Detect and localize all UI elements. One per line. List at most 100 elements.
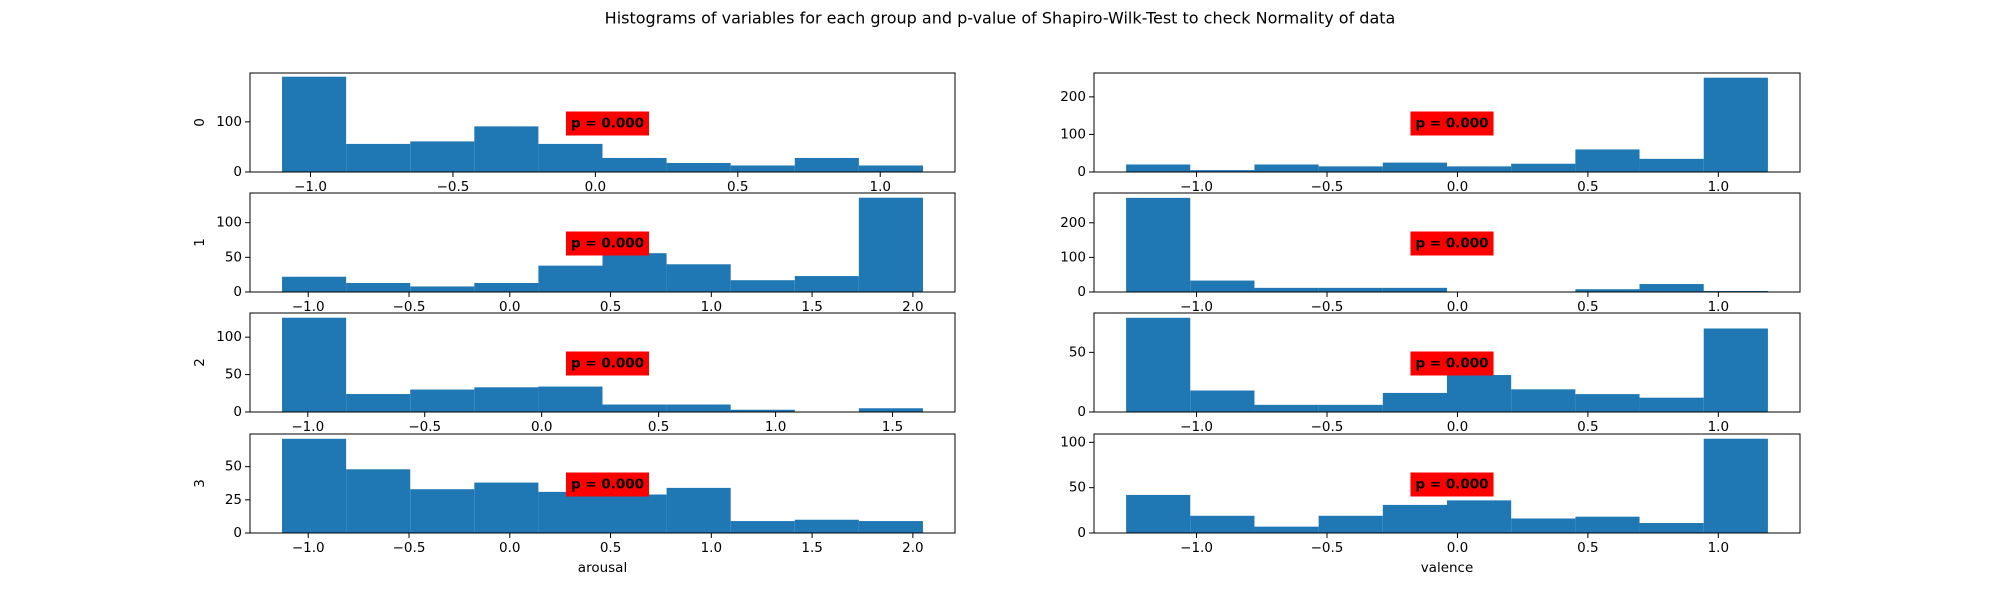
- subplot: −1.0 −0.5 0.0 0.5 1.0 0 50 p = 0.000: [1069, 312, 1801, 435]
- histogram-bar: [1703, 328, 1768, 412]
- x-tick-label: −0.5: [408, 419, 441, 435]
- histogram-bar: [1254, 164, 1319, 172]
- x-tick-label: −1.0: [291, 419, 324, 435]
- y-axis-label: 1: [192, 238, 208, 247]
- x-tick-label: 1.0: [1708, 419, 1729, 435]
- histogram-bar: [1575, 516, 1640, 533]
- x-tick-label: 1.5: [801, 299, 822, 315]
- histogram-bar: [282, 76, 347, 172]
- histogram-bar: [1639, 284, 1704, 292]
- annotation: p = 0.000: [1415, 356, 1488, 372]
- histogram-bar: [1639, 158, 1704, 172]
- x-tick-label: 0.0: [499, 540, 520, 556]
- y-tick-label: 100: [1060, 126, 1086, 142]
- x-tick-label: −1.0: [292, 540, 325, 556]
- subplot: −1.0 −0.5 0.0 0.5 1.0 1.5 0 50 100 2 p = 0.000: [192, 312, 956, 435]
- histogram-bar: [602, 404, 667, 412]
- x-tick-label: 1.0: [1708, 299, 1729, 315]
- histogram-bar: [858, 521, 923, 533]
- histogram-bar: [410, 489, 475, 533]
- histogram-bar: [1190, 170, 1255, 172]
- histogram-bar: [1254, 404, 1319, 412]
- x-tick-label: 0.5: [1577, 299, 1598, 315]
- histogram-bar: [1382, 287, 1447, 292]
- x-tick-label: −0.5: [1311, 540, 1344, 556]
- figure-title: Histograms of variables for each group a…: [605, 9, 1396, 28]
- y-tick-label: 50: [225, 249, 242, 265]
- axes-frame: [1093, 192, 1801, 293]
- y-tick-label: 100: [216, 215, 242, 231]
- subplot: −1.0 −0.5 0.0 0.5 1.0 0 100 200 p = 0.000: [1060, 192, 1801, 315]
- x-tick-label: 0.5: [600, 299, 621, 315]
- x-tick-label: 1.0: [701, 540, 722, 556]
- x-tick-label: 0.0: [499, 299, 520, 315]
- annotation-box: [1410, 111, 1494, 136]
- histogram-bar: [1126, 494, 1191, 533]
- histogram-bar: [474, 126, 539, 172]
- axes-frame: [249, 72, 956, 173]
- histogram-bar: [474, 387, 539, 412]
- histogram-bar: [602, 494, 667, 533]
- histogram-bar: [1639, 397, 1704, 412]
- x-tick-label: −0.5: [1311, 179, 1344, 195]
- histogram-bar: [1511, 389, 1576, 412]
- y-tick-label: 0: [233, 284, 242, 300]
- histogram-bar: [474, 282, 539, 292]
- histogram-bar: [346, 469, 411, 533]
- histogram-bar: [282, 317, 347, 412]
- x-tick-label: 0.5: [727, 179, 748, 195]
- histogram-bar: [1575, 394, 1640, 412]
- annotation: p = 0.000: [571, 477, 644, 493]
- histogram-bar: [1382, 162, 1447, 172]
- annotation-box: [1410, 472, 1494, 497]
- histogram-bar: [730, 409, 795, 412]
- histogram-bar: [1447, 375, 1512, 412]
- y-tick-label: 100: [1060, 249, 1086, 265]
- histogram-bar: [346, 394, 411, 412]
- y-tick-label: 50: [225, 459, 242, 475]
- x-tick-label: 0.0: [1447, 419, 1468, 435]
- x-tick-label: 1.5: [882, 419, 903, 435]
- axes-frame: [249, 312, 956, 413]
- histogram-bar: [1703, 77, 1768, 172]
- histogram-bar: [1447, 166, 1512, 172]
- x-tick-label: 0.0: [1447, 299, 1468, 315]
- x-tick-label: 0.5: [600, 540, 621, 556]
- histogram-bar: [410, 141, 475, 172]
- histogram-bar: [1126, 197, 1191, 292]
- x-tick-label: −0.5: [437, 179, 470, 195]
- histogram-bar: [858, 197, 923, 292]
- histogram-bar: [538, 265, 603, 292]
- x-tick-label: −1.0: [1180, 540, 1213, 556]
- histogram-bar: [666, 487, 731, 533]
- annotation-box: [565, 472, 650, 497]
- histogram-bar: [794, 157, 859, 172]
- histogram-bar: [1447, 500, 1512, 533]
- x-tick-label: 0.5: [1577, 540, 1598, 556]
- annotation-box: [1410, 351, 1494, 376]
- subplot: −1.0 −0.5 0.0 0.5 1.0 0 100 200 p = 0.000: [1060, 72, 1801, 195]
- histogram-bar: [858, 408, 923, 412]
- x-tick-label: 2.0: [902, 540, 923, 556]
- histogram-bar: [602, 253, 667, 292]
- axes-frame: [1093, 433, 1801, 534]
- x-tick-label: −0.5: [1311, 299, 1344, 315]
- y-tick-label: 100: [216, 329, 242, 345]
- histogram-bar: [538, 386, 603, 412]
- histogram-bar: [282, 438, 347, 533]
- y-tick-label: 0: [1077, 284, 1086, 300]
- y-tick-label: 100: [216, 114, 242, 130]
- histogram-bar: [1318, 287, 1383, 292]
- histogram-bar: [858, 165, 923, 172]
- histogram-bar: [282, 276, 347, 292]
- histogram-bar: [1575, 149, 1640, 172]
- annotation: p = 0.000: [1415, 116, 1488, 132]
- subplot: −1.0 −0.5 0.0 0.5 1.0 0 50 100 valence p = 0.000: [1060, 433, 1801, 576]
- x-tick-label: 0.0: [1447, 179, 1468, 195]
- annotation: p = 0.000: [571, 236, 644, 252]
- histogram-bar: [794, 276, 859, 292]
- y-tick-label: 0: [1077, 525, 1086, 541]
- y-tick-label: 0: [1077, 164, 1086, 180]
- annotation: p = 0.000: [1415, 477, 1488, 493]
- histogram-bar: [1318, 404, 1383, 412]
